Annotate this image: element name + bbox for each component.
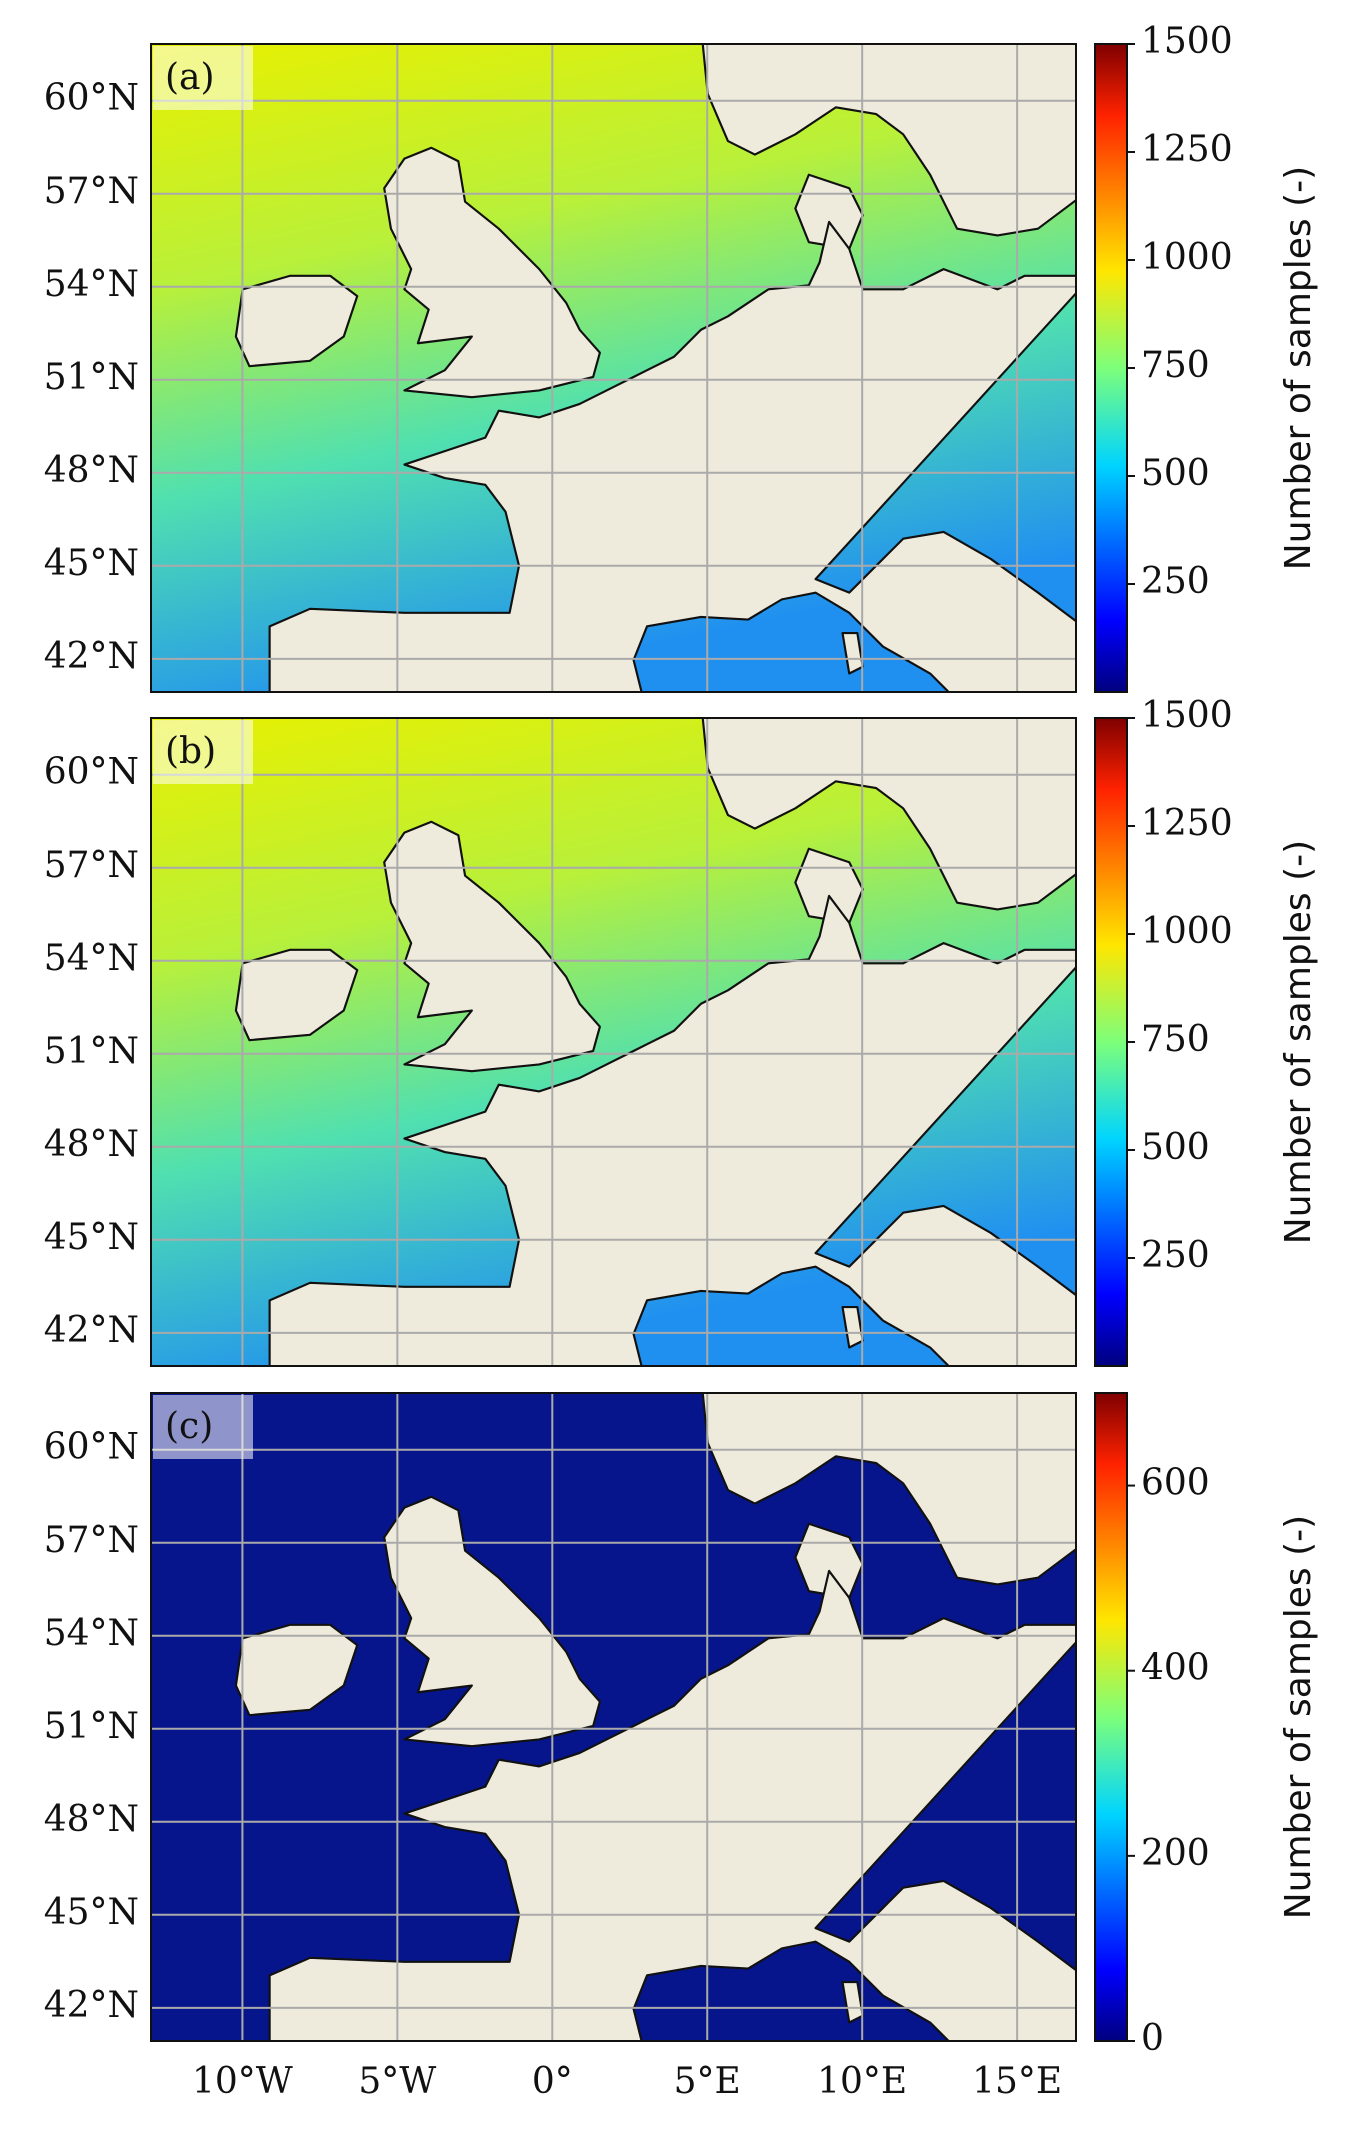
label-box (153, 46, 253, 110)
frame (150, 43, 1077, 693)
map-panel (151, 44, 1076, 692)
lat-tick-label: 51°N (44, 357, 139, 398)
lon-tick-label: 10°E (817, 2061, 907, 2102)
colorbar-tick-label: 400 (1141, 1648, 1210, 1689)
map-panel (151, 1393, 1076, 2041)
lat-tick-label: 54°N (44, 1613, 139, 1654)
lat-tick-label: 48°N (44, 1124, 139, 1165)
lon-tick-label: 10°W (192, 2061, 293, 2102)
panel-label: (c) (165, 1406, 213, 1447)
colorbar-tick-label: 250 (1141, 1235, 1210, 1276)
colorbar-tick-label: 250 (1141, 561, 1210, 602)
panel-label: (b) (165, 731, 216, 772)
lat-tick-label: 60°N (44, 1427, 139, 1468)
lat-tick-label: 45°N (44, 1892, 139, 1933)
lat-tick-label: 54°N (44, 938, 139, 979)
colorbar-tick-label: 200 (1141, 1833, 1210, 1874)
lon-tick-label: 0° (532, 2061, 573, 2102)
lat-tick-label: 51°N (44, 1706, 139, 1747)
lat-tick-label: 48°N (44, 450, 139, 491)
lat-tick-label: 42°N (44, 636, 139, 677)
colorbar-tick-label: 500 (1141, 1127, 1210, 1168)
colorbar (1094, 1392, 1128, 2042)
frame (150, 717, 1077, 1367)
lat-tick-label: 42°N (44, 1985, 139, 2026)
map-panel (151, 718, 1076, 1366)
lat-tick-label: 60°N (44, 78, 139, 119)
colorbar-label: Number of samples (-) (1278, 840, 1319, 1244)
lon-tick-label: 15°E (972, 2061, 1062, 2102)
colorbar-label: Number of samples (-) (1278, 166, 1319, 570)
colorbar-tick-label: 600 (1141, 1463, 1210, 1504)
colorbar-tick-label: 750 (1141, 345, 1210, 386)
colorbar-tick-label: 1500 (1141, 21, 1233, 62)
lat-tick-label: 57°N (44, 845, 139, 886)
lat-tick-label: 57°N (44, 1520, 139, 1561)
label-box (153, 720, 253, 784)
colorbar-tick-label: 1250 (1141, 803, 1233, 844)
lat-tick-label: 51°N (44, 1031, 139, 1072)
lat-tick-label: 54°N (44, 264, 139, 305)
lat-tick-label: 45°N (44, 543, 139, 584)
colorbar (1094, 717, 1128, 1367)
colorbar (1094, 43, 1128, 693)
colorbar-tick-label: 1000 (1141, 237, 1233, 278)
lon-tick-label: 5°E (674, 2061, 741, 2102)
colorbar-tick-label: 1000 (1141, 911, 1233, 952)
lon-tick-label: 5°W (358, 2061, 436, 2102)
colorbar-tick-label: 0 (1141, 2018, 1164, 2059)
lat-tick-label: 60°N (44, 752, 139, 793)
colorbar-tick-label: 1250 (1141, 129, 1233, 170)
colorbar-tick-label: 750 (1141, 1019, 1210, 1060)
lat-tick-label: 57°N (44, 171, 139, 212)
lat-tick-label: 45°N (44, 1217, 139, 1258)
colorbar-tick-label: 500 (1141, 453, 1210, 494)
lat-tick-label: 48°N (44, 1799, 139, 1840)
colorbar-tick-label: 1500 (1141, 695, 1233, 736)
frame (150, 1392, 1077, 2042)
colorbar-label: Number of samples (-) (1278, 1515, 1319, 1919)
panel-label: (a) (165, 57, 215, 98)
label-box (153, 1395, 253, 1459)
lat-tick-label: 42°N (44, 1310, 139, 1351)
